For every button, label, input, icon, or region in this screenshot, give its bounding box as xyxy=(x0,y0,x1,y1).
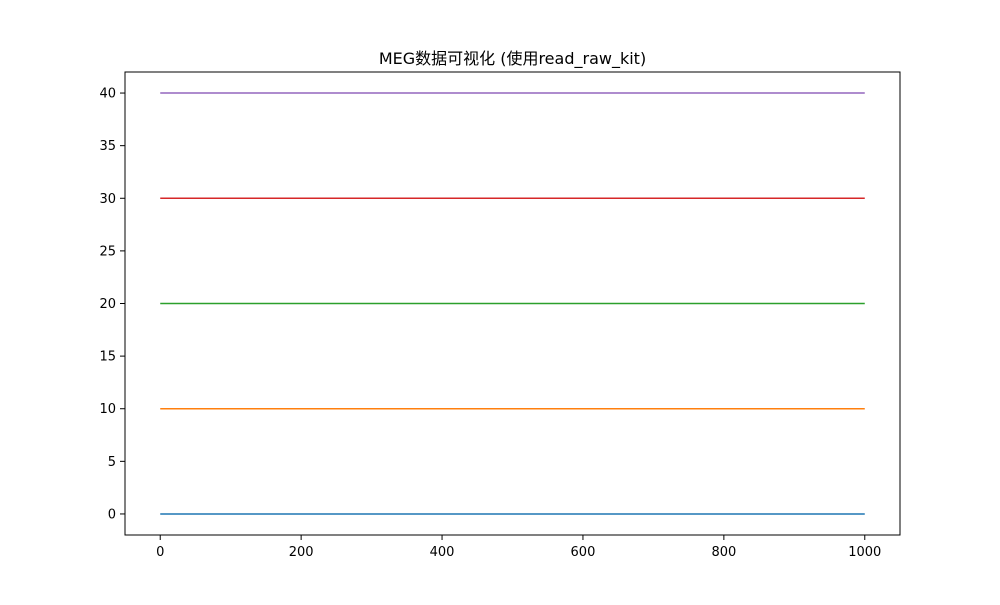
y-tick-label-7: 35 xyxy=(99,139,116,154)
y-tick-label-1: 5 xyxy=(108,455,116,470)
x-tick-label-1: 200 xyxy=(289,545,314,560)
y-tick-label-4: 20 xyxy=(99,297,116,312)
y-tick-label-2: 10 xyxy=(99,402,116,417)
y-tick-label-0: 0 xyxy=(108,507,116,522)
y-tick-label-3: 15 xyxy=(99,350,116,365)
x-axis-ticks: 0 200 400 600 800 1000 xyxy=(156,535,881,560)
y-tick-label-8: 40 xyxy=(99,87,116,102)
y-axis-ticks: 0 5 10 15 20 25 30 35 40 xyxy=(99,87,125,522)
y-tick-label-5: 25 xyxy=(99,244,116,259)
x-tick-label-4: 800 xyxy=(711,545,736,560)
y-tick-label-6: 30 xyxy=(99,192,116,207)
x-tick-label-3: 600 xyxy=(571,545,596,560)
x-tick-label-0: 0 xyxy=(156,545,164,560)
chart-title: MEG数据可视化 (使用read_raw_kit) xyxy=(379,49,646,69)
x-tick-label-2: 400 xyxy=(430,545,455,560)
x-tick-label-5: 1000 xyxy=(848,545,881,560)
series-layer xyxy=(160,92,865,515)
plot-area-frame xyxy=(124,71,901,536)
